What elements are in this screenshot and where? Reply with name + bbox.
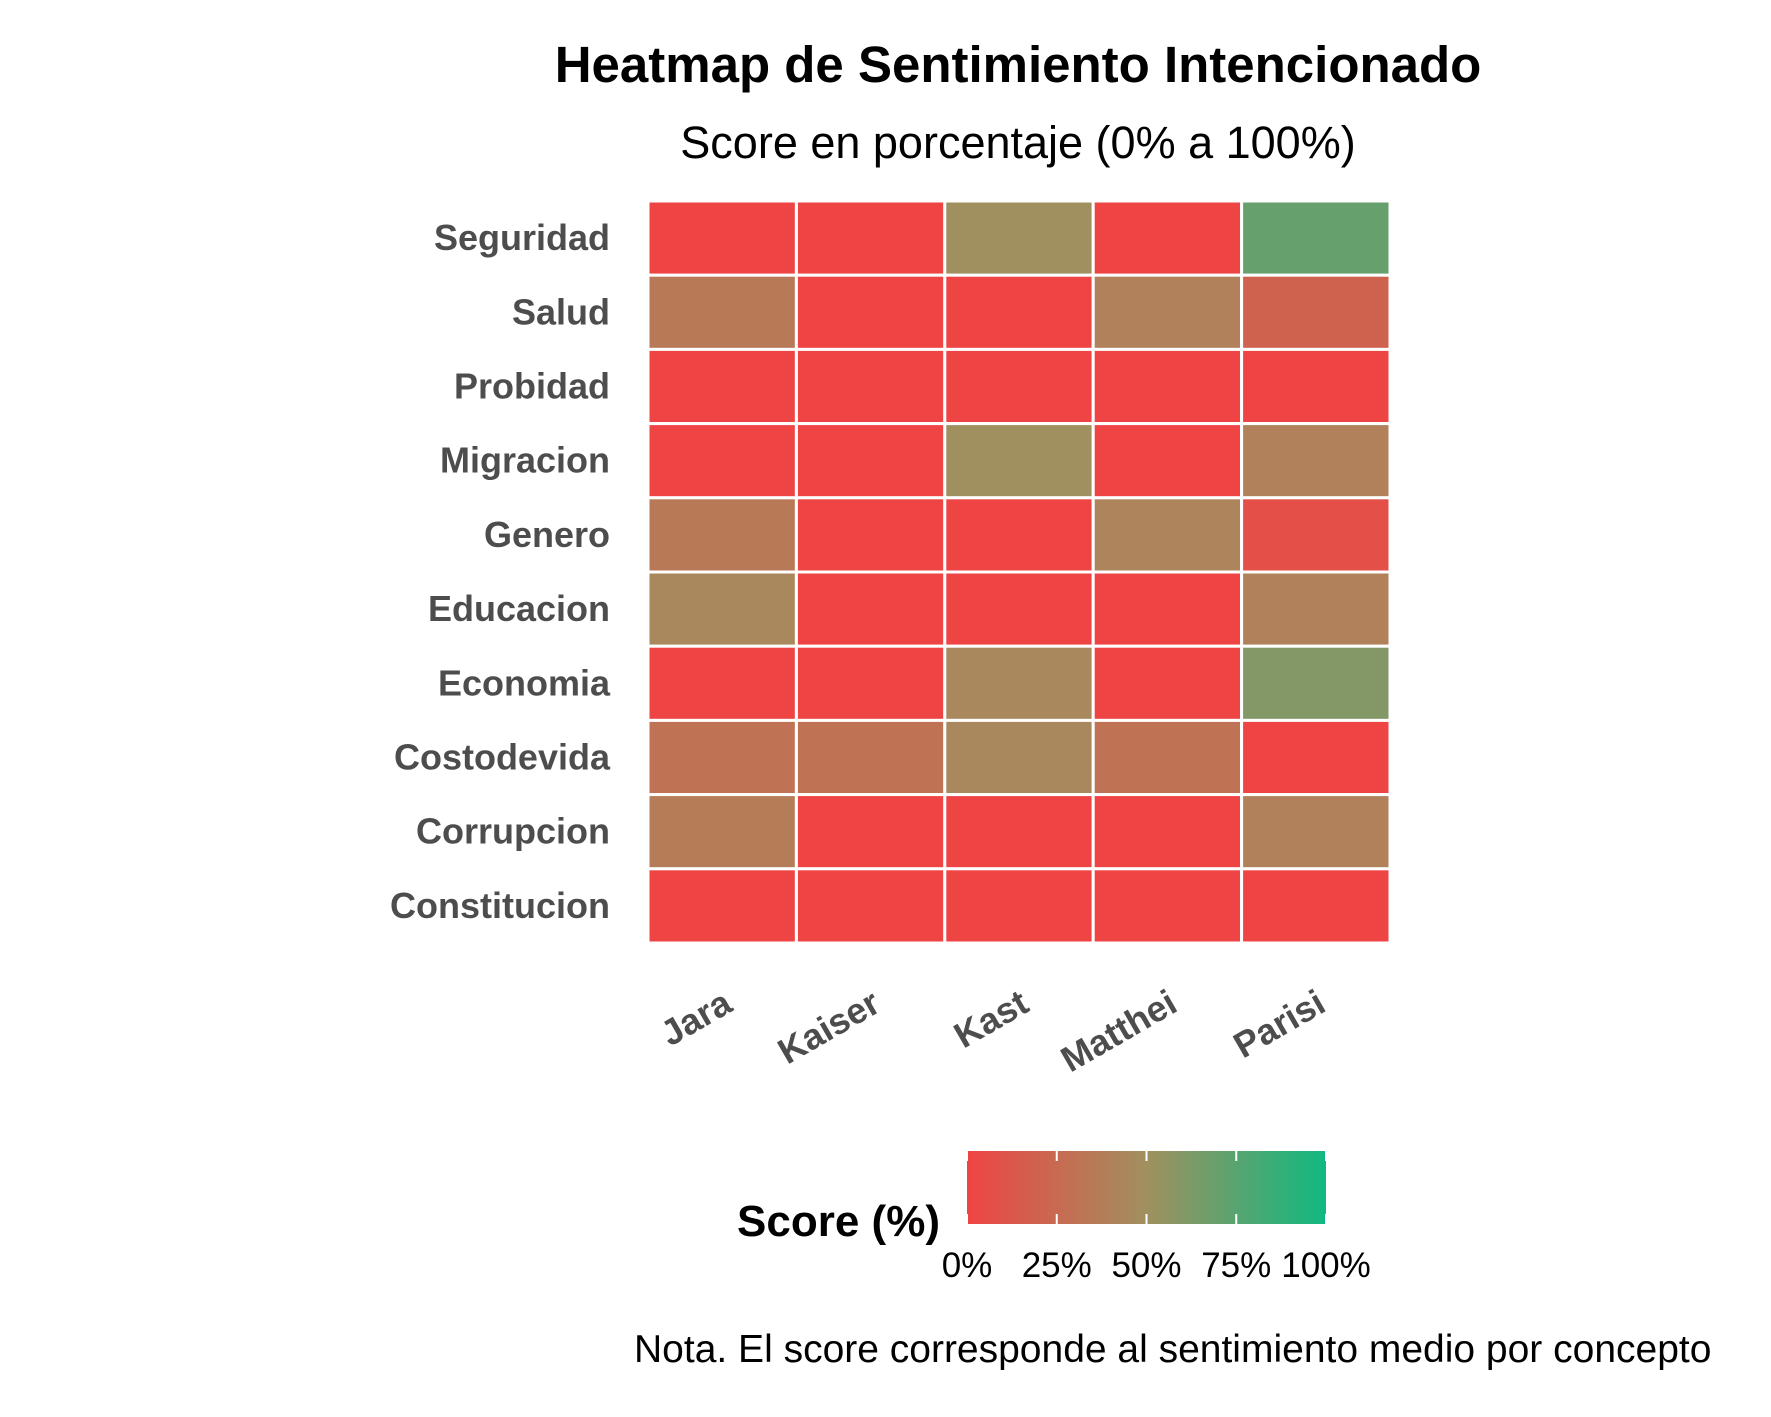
chart-subtitle: Score en porcentaje (0% a 100%) (680, 117, 1355, 168)
heatmap-cell (646, 422, 798, 500)
heatmap-cell (943, 273, 1095, 351)
heatmap-cell (943, 867, 1095, 945)
legend-color-bar (967, 1151, 1326, 1224)
heatmap-cell (1240, 347, 1392, 426)
heatmap-cell (646, 793, 798, 871)
heatmap-cell (794, 867, 947, 945)
x-tick-label: Parisi (1226, 981, 1331, 1066)
heatmap-cell (794, 273, 947, 351)
heatmap-cell (646, 867, 798, 945)
heatmap-cell (1091, 347, 1244, 426)
heatmap-cell (1240, 570, 1392, 648)
legend-title: Score (%) (737, 1197, 940, 1246)
y-axis-tick-labels: Seguridad Salud Probidad Migracion Genero Edu… (390, 217, 611, 926)
legend-tick-label: 75% (1201, 1246, 1271, 1285)
y-tick-label: Genero (484, 514, 610, 555)
color-legend: Score (%) 0% 25% 50% 75% 100% (737, 1151, 1371, 1285)
heatmap-cell (943, 793, 1095, 871)
y-tick-label: Costodevida (394, 737, 611, 778)
heatmap-cell (1240, 273, 1392, 351)
x-tick-label: Matthei (1054, 981, 1184, 1080)
heatmap-cell (1091, 496, 1244, 574)
heatmap-cell (1240, 793, 1392, 871)
heatmap-cell (1240, 644, 1392, 722)
legend-tick-label: 25% (1022, 1246, 1092, 1285)
heatmap-cell (794, 644, 947, 722)
chart-note: Nota. El score corresponde al sentimient… (634, 1328, 1711, 1371)
heatmap-cell (1091, 867, 1244, 945)
heatmap-cell (943, 422, 1095, 500)
y-tick-label: Seguridad (434, 217, 610, 258)
heatmap-cell (794, 422, 947, 500)
heatmap-cell (794, 793, 947, 871)
heatmap-cell (794, 347, 947, 426)
heatmap-cell (646, 496, 798, 574)
y-tick-label: Salud (512, 291, 610, 332)
x-axis-tick-labels: Jara Kaiser Kast Matthei Parisi (654, 981, 1332, 1080)
heatmap-cell (646, 347, 798, 426)
heatmap-cell (646, 273, 798, 351)
x-tick-label: Kaiser (771, 981, 887, 1072)
y-tick-label: Constitucion (390, 885, 610, 926)
heatmap-cell (794, 199, 947, 277)
heatmap-cell (1091, 273, 1244, 351)
heatmap-cell (1091, 422, 1244, 500)
heatmap-cell (646, 570, 798, 648)
heatmap-cell (1091, 570, 1244, 648)
heatmap-cell (1240, 718, 1392, 797)
heatmap-cell (1091, 644, 1244, 722)
y-tick-label: Migracion (440, 440, 610, 481)
legend-tick-label: 100% (1281, 1246, 1371, 1285)
heatmap-cell (794, 718, 947, 797)
heatmap-cell (1240, 199, 1392, 277)
heatmap-cell (943, 347, 1095, 426)
x-tick-label: Kast (947, 981, 1035, 1056)
y-tick-label: Corrupcion (416, 811, 610, 852)
legend-tick-label: 50% (1111, 1246, 1181, 1285)
heatmap-cell (794, 496, 947, 574)
heatmap-cell (943, 570, 1095, 648)
chart-title: Heatmap de Sentimiento Intencionado (555, 36, 1482, 93)
heatmap-cell (1091, 793, 1244, 871)
heatmap-cells (646, 199, 1392, 945)
heatmap-cell (646, 644, 798, 722)
legend-ticks: 0% 25% 50% 75% 100% (942, 1151, 1371, 1285)
heatmap-cell (943, 496, 1095, 574)
y-tick-label: Educacion (428, 588, 610, 629)
y-tick-label: Probidad (454, 366, 610, 407)
heatmap-cell (943, 644, 1095, 722)
x-tick-label: Jara (654, 981, 739, 1054)
heatmap-cell (1091, 718, 1244, 797)
heatmap-cell (646, 718, 798, 797)
heatmap-cell (646, 199, 798, 277)
heatmap-cell (1240, 496, 1392, 574)
heatmap-cell (943, 718, 1095, 797)
heatmap-cell (794, 570, 947, 648)
heatmap-cell (943, 199, 1095, 277)
heatmap-cell (1240, 867, 1392, 945)
y-tick-label: Economia (438, 662, 611, 703)
heatmap-cell (1091, 199, 1244, 277)
heatmap-cell (1240, 422, 1392, 500)
legend-tick-label: 0% (942, 1246, 993, 1285)
